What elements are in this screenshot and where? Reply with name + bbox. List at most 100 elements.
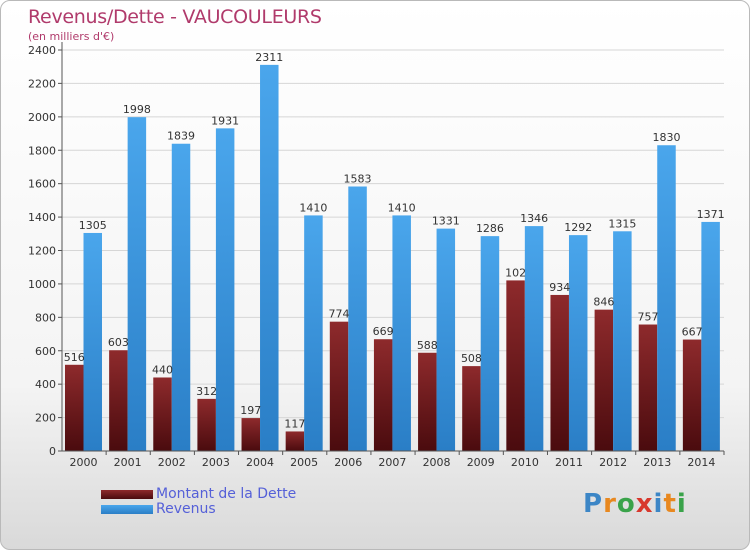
- x-tick-label: 2002: [158, 456, 186, 469]
- bar-dette: [109, 350, 128, 451]
- data-label-revenus: 1305: [79, 219, 107, 232]
- y-tick-label: 2400: [28, 44, 56, 57]
- y-tick-label: 1000: [28, 278, 56, 291]
- y-tick-label: 200: [35, 412, 56, 425]
- x-tick-label: 2003: [202, 456, 230, 469]
- data-label-revenus: 1998: [123, 103, 151, 116]
- data-label-revenus: 1315: [608, 217, 636, 230]
- data-label-dette: 508: [461, 352, 482, 365]
- data-label-revenus: 1371: [697, 208, 725, 221]
- y-tick-label: 1600: [28, 178, 56, 191]
- bar-revenus: [171, 143, 191, 451]
- bar-revenus: [568, 235, 588, 451]
- bar-dette: [462, 366, 481, 451]
- data-label-dette: 846: [593, 296, 614, 309]
- bar-dette: [682, 339, 702, 451]
- x-tick-label: 2010: [511, 456, 539, 469]
- data-label-dette: 197: [240, 404, 261, 417]
- bar-dette: [153, 377, 172, 451]
- bar-dette: [373, 339, 393, 451]
- data-label-dette: 774: [329, 308, 350, 321]
- x-tick-label: 2007: [378, 456, 406, 469]
- x-tick-label: 2008: [423, 456, 451, 469]
- bar-revenus: [215, 128, 235, 451]
- y-tick-label: 1800: [28, 144, 56, 157]
- data-label-dette: 440: [152, 363, 173, 376]
- data-label-dette: 516: [64, 351, 85, 364]
- bar-dette: [418, 352, 437, 451]
- y-tick-label: 800: [35, 311, 56, 324]
- x-tick-label: 2004: [246, 456, 274, 469]
- bar-revenus: [260, 64, 279, 451]
- x-tick-label: 2001: [114, 456, 142, 469]
- data-label-revenus: 1346: [520, 212, 548, 225]
- x-tick-label: 2000: [70, 456, 98, 469]
- y-tick-label: 1200: [28, 245, 56, 258]
- chart-subtitle: (en milliers d'€): [28, 30, 115, 43]
- legend-label-revenus: Revenus: [156, 501, 216, 517]
- logo-letter: x: [635, 489, 654, 519]
- legend-label-dette: Montant de la Dette: [156, 486, 297, 502]
- data-label-revenus: 2311: [255, 51, 283, 64]
- x-tick-label: 2014: [687, 456, 715, 469]
- logo-letter: t: [663, 489, 677, 519]
- bar-dette: [65, 364, 84, 451]
- x-tick-label: 2005: [290, 456, 318, 469]
- x-tick-label: 2013: [643, 456, 671, 469]
- bar-revenus: [480, 236, 500, 451]
- data-label-dette: 667: [682, 326, 703, 339]
- bar-revenus: [127, 117, 147, 451]
- bar-revenus: [83, 232, 102, 451]
- logo-letter: i: [653, 489, 664, 519]
- bar-dette: [285, 431, 305, 451]
- bar-revenus: [348, 186, 367, 451]
- data-label-dette: 117: [284, 417, 305, 430]
- bar-revenus: [524, 226, 544, 451]
- x-tick-label: 2009: [467, 456, 495, 469]
- data-label-revenus: 1410: [388, 201, 416, 214]
- data-label-dette: 934: [549, 281, 570, 294]
- y-tick-label: 400: [35, 378, 56, 391]
- bar-dette: [638, 324, 658, 451]
- logo-letter: o: [616, 489, 636, 519]
- data-label-dette: 757: [637, 311, 658, 324]
- bar-dette: [329, 321, 349, 451]
- data-label-revenus: 1292: [564, 221, 592, 234]
- y-tick-label: 2000: [28, 111, 56, 124]
- data-label-revenus: 1583: [344, 173, 372, 186]
- data-label-dette: 588: [417, 339, 438, 352]
- data-label-revenus: 1410: [299, 201, 327, 214]
- x-tick-label: 2011: [555, 456, 583, 469]
- bar-dette: [550, 294, 569, 451]
- data-label-dette: 312: [196, 385, 217, 398]
- logo-letter: r: [603, 489, 617, 519]
- bar-revenus: [657, 145, 676, 452]
- y-tick-label: 0: [49, 445, 56, 458]
- data-label-revenus: 1931: [211, 114, 239, 127]
- bar-dette: [197, 398, 216, 451]
- proxiti-logo: Proxiti: [583, 489, 687, 519]
- data-label-dette: 102: [505, 266, 526, 279]
- bar-revenus: [613, 231, 632, 451]
- bar-revenus: [701, 221, 720, 451]
- y-tick-label: 2200: [28, 77, 56, 90]
- x-tick-label: 2012: [599, 456, 627, 469]
- y-tick-label: 600: [35, 345, 56, 358]
- logo-letter: P: [583, 489, 604, 519]
- data-label-revenus: 1830: [652, 131, 680, 144]
- data-label-revenus: 1331: [432, 215, 460, 228]
- data-label-revenus: 1839: [167, 130, 195, 143]
- bar-dette: [594, 309, 614, 451]
- logo-letter: i: [676, 489, 687, 519]
- bar-revenus: [304, 215, 323, 451]
- bar-revenus: [392, 215, 411, 451]
- legend-swatch-dette: [101, 490, 153, 499]
- x-tick-label: 2006: [334, 456, 362, 469]
- data-label-revenus: 1286: [476, 222, 504, 235]
- chart-title: Revenus/Dette - VAUCOULEURS: [28, 6, 322, 28]
- data-label-dette: 669: [373, 325, 394, 338]
- bar-revenus: [436, 228, 456, 451]
- legend-swatch-revenus: [101, 505, 153, 514]
